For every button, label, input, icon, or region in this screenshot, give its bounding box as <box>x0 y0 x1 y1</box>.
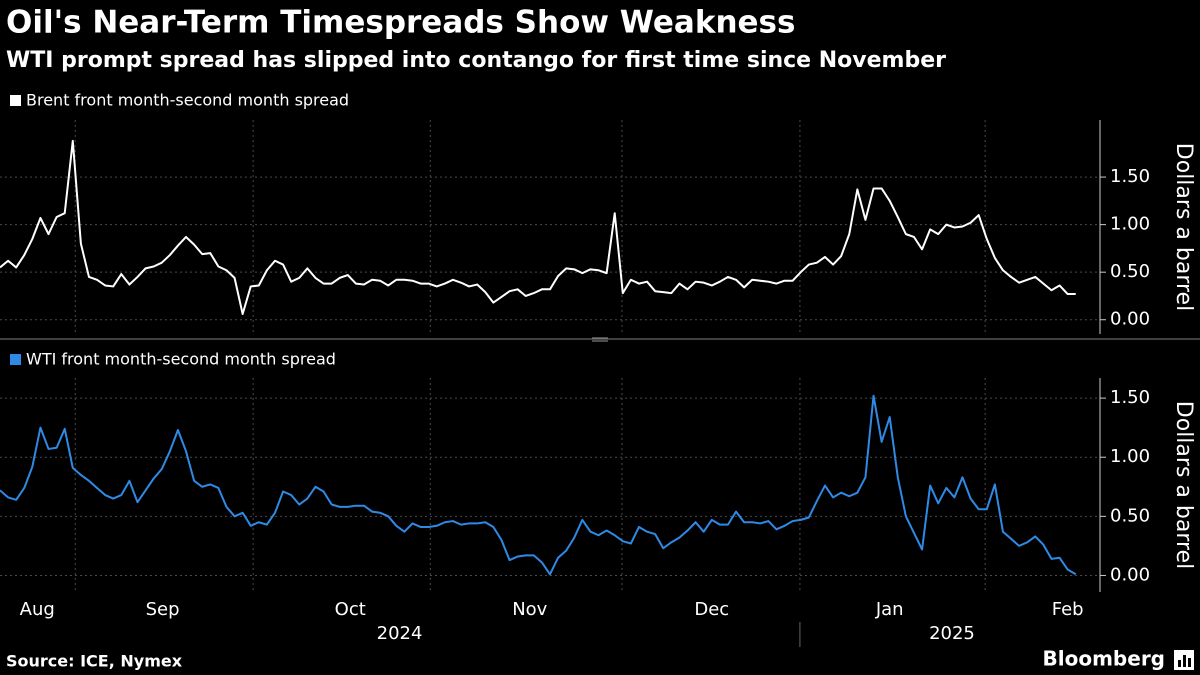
brand: Bloomberg <box>1043 647 1165 671</box>
y-axis-label: Dollars a barrel <box>1171 143 1196 311</box>
y-tick-label: 1.50 <box>1110 166 1150 187</box>
data-line <box>0 394 1077 576</box>
x-tick-label: Nov <box>512 599 547 620</box>
chart-title: Oil's Near-Term Timespreads Show Weaknes… <box>6 5 795 41</box>
y-tick-label: 0.00 <box>1110 564 1150 585</box>
legend-swatch <box>10 95 21 106</box>
y-tick-label: 1.50 <box>1110 387 1150 408</box>
y-tick-label: 0.50 <box>1110 261 1150 282</box>
x-tick-label: Sep <box>146 599 180 620</box>
y-tick-label: 0.00 <box>1110 309 1150 330</box>
x-tick-label: Oct <box>335 599 366 620</box>
x-tick-label: Feb <box>1052 599 1084 620</box>
chart-subtitle: WTI prompt spread has slipped into conta… <box>6 48 946 73</box>
x-group-label: 2024 <box>377 623 423 644</box>
brand-icon-bar <box>1178 660 1181 667</box>
legend-label: WTI front month-second month spread <box>26 350 336 369</box>
legend-swatch <box>10 354 21 365</box>
data-line <box>0 139 1076 316</box>
x-group-label: 2025 <box>929 623 975 644</box>
y-tick-label: 1.00 <box>1110 214 1150 235</box>
legend-label: Brent front month-second month spread <box>26 91 349 110</box>
y-tick-label: 0.50 <box>1110 505 1150 526</box>
brand-icon-bar <box>1188 658 1191 667</box>
x-tick-label: Jan <box>875 599 904 620</box>
y-tick-label: 1.00 <box>1110 446 1150 467</box>
source: Source: ICE, Nymex <box>6 652 183 671</box>
brand-icon-bar <box>1183 655 1186 667</box>
x-tick-label: Aug <box>20 599 55 620</box>
y-axis-label: Dollars a barrel <box>1171 401 1196 569</box>
x-tick-label: Dec <box>694 599 729 620</box>
